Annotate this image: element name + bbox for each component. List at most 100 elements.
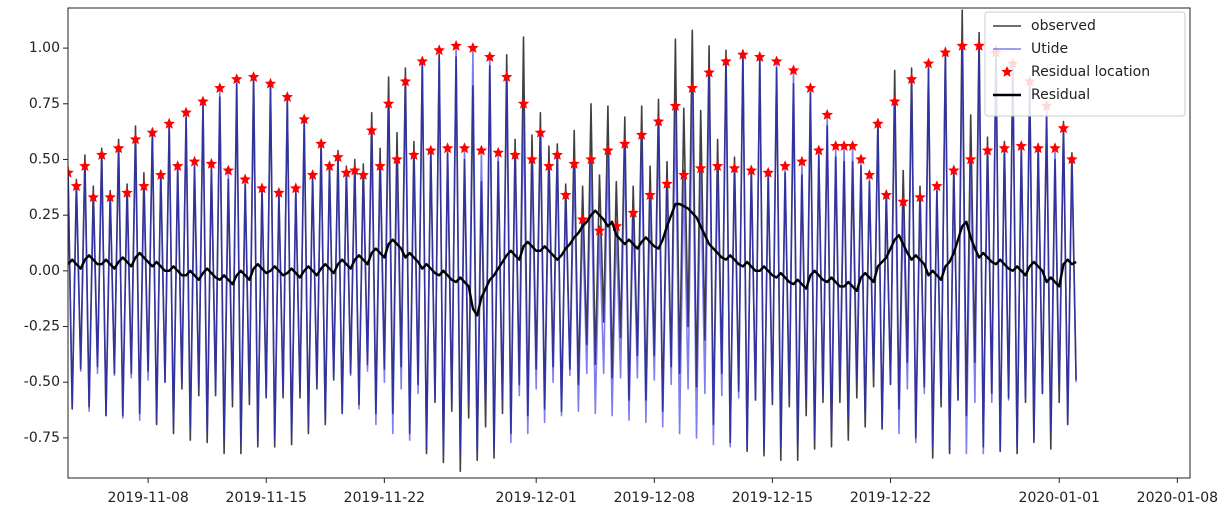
residual-star: [205, 157, 218, 169]
series-line: [68, 202, 1077, 317]
y-tick-label: -0.50: [24, 374, 60, 390]
residual-star: [610, 220, 623, 232]
residual-star: [306, 169, 319, 180]
series-line: [68, 45, 1077, 455]
residual-star: [948, 164, 960, 176]
x-tick-label: 2020-01-08: [1137, 490, 1218, 506]
residual-star: [366, 124, 378, 136]
residual-star: [998, 142, 1011, 154]
residual-star: [956, 39, 968, 51]
residual-star: [602, 144, 614, 156]
residual-star: [745, 164, 757, 176]
residual-star: [475, 144, 488, 156]
residual-star: [298, 113, 310, 125]
residual-star: [425, 144, 437, 156]
residual-star: [635, 129, 648, 140]
residual-star: [897, 195, 909, 207]
residual-star: [517, 97, 530, 109]
axes-ticks: -0.75 -0.50 -0.25 0.00 0.25 0.50 0.75 1.00 2019-…: [24, 40, 1218, 506]
residual-star: [501, 71, 513, 82]
residual-star: [121, 186, 133, 198]
legend-label: observed: [1031, 18, 1096, 34]
residual-star: [458, 142, 471, 154]
residual-star: [290, 182, 302, 194]
residual-star: [619, 137, 631, 149]
residual-star: [112, 142, 125, 154]
residual-star: [467, 42, 479, 53]
residual-star: [70, 180, 83, 192]
residual-star: [239, 173, 251, 185]
y-tick-label: 0.50: [29, 151, 60, 167]
residual-star: [568, 157, 580, 169]
residual-star: [762, 166, 774, 178]
residual-star: [1049, 142, 1061, 154]
residual-star: [129, 133, 142, 145]
residual-star: [256, 182, 268, 194]
residual-star: [593, 224, 606, 236]
residual-star: [146, 126, 159, 138]
legend-label: Residual: [1031, 87, 1090, 103]
x-tick-label: 2020-01-01: [1019, 490, 1100, 506]
residual-star: [585, 153, 597, 165]
residual-star: [880, 189, 892, 200]
residual-star: [349, 164, 361, 176]
residual-star: [728, 162, 741, 174]
residual-star: [416, 55, 428, 67]
x-tick-label: 2019-11-15: [226, 490, 307, 506]
residual-star: [804, 82, 817, 93]
residual-star: [382, 97, 395, 109]
residual-star: [180, 106, 192, 118]
residual-star: [247, 71, 260, 82]
x-tick-label: 2019-11-08: [107, 490, 188, 506]
residual-star: [441, 142, 454, 154]
residual-star: [138, 180, 150, 192]
residual-star: [87, 191, 99, 203]
residual-star: [855, 153, 867, 165]
residual-star: [779, 160, 791, 171]
y-tick-label: 0.25: [29, 207, 60, 223]
residual-star: [214, 82, 226, 93]
residual-star: [399, 75, 412, 87]
x-tick-label: 2019-11-22: [344, 490, 425, 506]
residual-star: [155, 169, 167, 180]
residual-star: [652, 115, 665, 127]
y-tick-label: 0.00: [29, 263, 60, 279]
legend-label: Utide: [1031, 41, 1068, 57]
residual-star: [551, 149, 563, 160]
residual-star: [492, 146, 504, 158]
residual-star: [905, 73, 918, 85]
residual-star: [669, 100, 682, 111]
residual-star: [357, 169, 369, 180]
residual-star: [846, 140, 859, 151]
residual-star: [374, 160, 386, 171]
residual-star: [821, 108, 833, 120]
residual-star: [939, 46, 952, 58]
residual-star: [737, 48, 749, 60]
residual-star: [838, 140, 850, 151]
x-tick-label: 2019-12-22: [850, 490, 931, 506]
residual-star: [231, 73, 243, 85]
y-tick-label: -0.25: [24, 319, 60, 335]
residual-star: [965, 153, 977, 165]
residual-star: [197, 95, 209, 107]
plot-area: [68, 9, 1078, 473]
residual-star: [1066, 153, 1078, 165]
legend: observed Utide Residual location Residual: [984, 11, 1186, 117]
residual-star: [661, 178, 673, 189]
residual-star: [340, 166, 353, 178]
residual-star: [796, 155, 808, 167]
residual-star: [323, 160, 336, 171]
residual-star: [872, 117, 884, 129]
residual-star: [1032, 142, 1044, 154]
x-tick-label: 2019-12-15: [732, 490, 813, 506]
y-tick-label: -0.75: [24, 430, 60, 446]
residual-star: [973, 39, 985, 51]
residual-star: [104, 191, 116, 203]
residual-star: [889, 95, 901, 107]
residual-star: [686, 82, 698, 93]
residual-star: [172, 160, 184, 171]
residual-star: [68, 166, 74, 178]
residual-star: [391, 153, 403, 165]
residual-star: [408, 149, 420, 160]
residual-star: [813, 144, 825, 156]
